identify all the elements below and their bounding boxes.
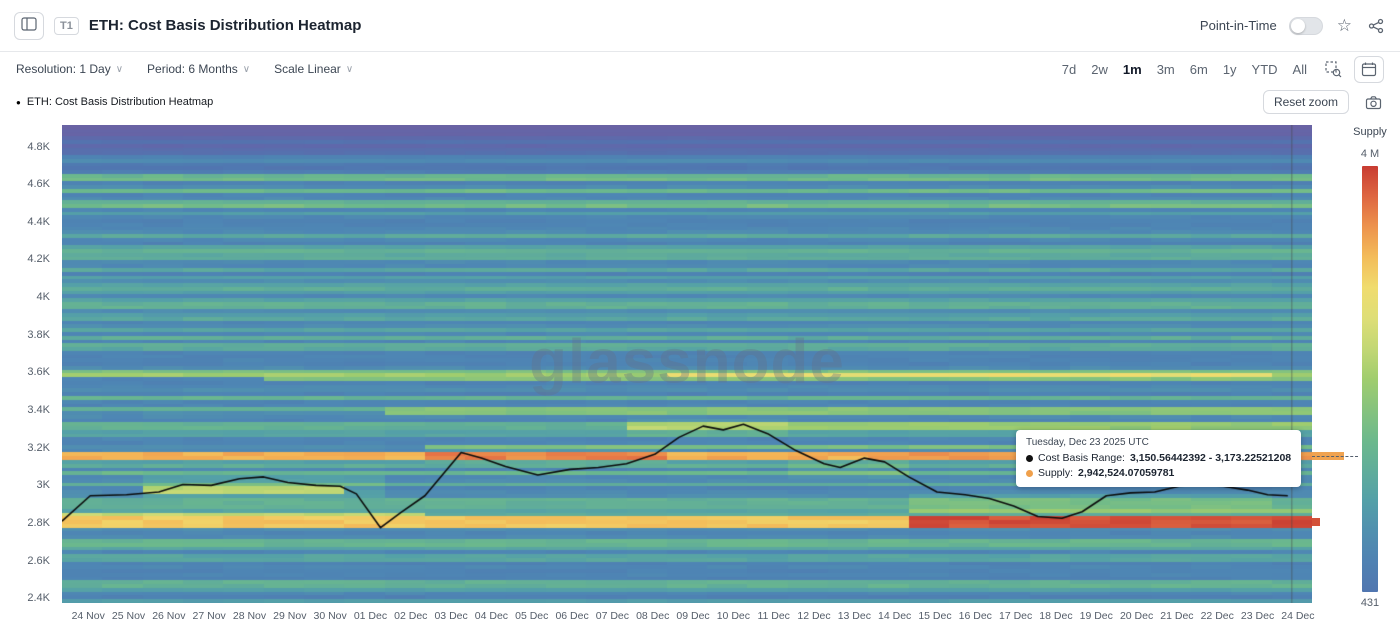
colorbar-title: Supply: [1353, 126, 1387, 138]
series-dot-icon: ●: [16, 97, 21, 107]
x-tick-label: 03 Dec: [434, 610, 468, 622]
y-tick-label: 4.6K: [27, 178, 50, 191]
y-tick-label: 4K: [36, 291, 50, 304]
range-buttons: 7d 2w 1m 3m 6m 1y YTD All: [1056, 59, 1313, 80]
colorbar: Supply 4 M 431: [1346, 126, 1394, 609]
series-legend[interactable]: ● ETH: Cost Basis Distribution Heatmap: [16, 96, 213, 108]
x-tick-label: 12 Dec: [797, 610, 831, 622]
y-tick-label: 3.8K: [27, 328, 50, 341]
series-label: ETH: Cost Basis Distribution Heatmap: [26, 96, 214, 108]
chevron-down-icon: ∨: [242, 63, 251, 75]
x-tick-label: 24 Nov: [71, 610, 105, 622]
legend-right: Reset zoom: [1262, 90, 1384, 114]
x-tick-label: 15 Dec: [918, 610, 952, 622]
reset-zoom-button[interactable]: Reset zoom: [1262, 90, 1349, 114]
y-tick-label: 4.8K: [27, 140, 50, 153]
favorite-star-icon[interactable]: ☆: [1336, 16, 1352, 35]
header-left: T1 ETH: Cost Basis Distribution Heatmap: [14, 11, 362, 40]
resolution-dropdown[interactable]: Resolution: 1 Day ∨: [16, 62, 123, 76]
x-tick-label: 04 Dec: [474, 610, 509, 622]
period-label: Period: 6 Months: [147, 62, 238, 76]
colorbar-gradient: [1362, 166, 1378, 592]
range-button-1m[interactable]: 1m: [1117, 59, 1148, 80]
heatmap-canvas[interactable]: [62, 125, 1312, 603]
y-tick-label: 3.2K: [27, 441, 50, 454]
legend-row: ● ETH: Cost Basis Distribution Heatmap R…: [0, 88, 1400, 116]
chart-controls: Resolution: 1 Day ∨ Period: 6 Months ∨ S…: [16, 62, 353, 76]
x-tick-label: 11 Dec: [757, 610, 790, 622]
x-tick-label: 21 Dec: [1160, 610, 1194, 622]
point-in-time-label: Point-in-Time: [1199, 18, 1277, 33]
x-tick-label: 25 Nov: [111, 610, 146, 622]
camera-icon[interactable]: [1363, 93, 1384, 112]
range-button-7d[interactable]: 7d: [1056, 59, 1082, 80]
x-tick-label: 06 Dec: [555, 610, 589, 622]
chevron-down-icon: ∨: [115, 63, 124, 75]
range-button-ytd[interactable]: YTD: [1246, 59, 1284, 80]
y-tick-label: 3.4K: [27, 404, 50, 417]
range-button-1y[interactable]: 1y: [1217, 59, 1243, 80]
x-tick-label: 14 Dec: [878, 610, 912, 622]
header: T1 ETH: Cost Basis Distribution Heatmap …: [0, 0, 1400, 52]
x-tick-label: 30 Nov: [313, 610, 347, 622]
point-in-time-toggle[interactable]: [1288, 16, 1323, 35]
range-button-2w[interactable]: 2w: [1085, 59, 1114, 80]
x-tick-label: 23 Dec: [1240, 610, 1275, 622]
x-tick-label: 26 Nov: [152, 610, 186, 622]
x-tick-label: 27 Nov: [192, 610, 226, 622]
highlight-dotted-line: [1312, 455, 1358, 457]
sidebar-panel-icon: [21, 17, 37, 34]
x-tick-label: 02 Dec: [394, 610, 428, 622]
share-icon[interactable]: [1366, 16, 1386, 36]
zoom-select-icon[interactable]: [1323, 59, 1344, 80]
range-button-3m[interactable]: 3m: [1151, 59, 1181, 80]
x-tick-label: 17 Dec: [998, 610, 1033, 622]
colorbar-min-label: 431: [1360, 597, 1380, 609]
x-tick-label: 08 Dec: [636, 610, 670, 622]
resolution-label: Resolution: 1 Day: [16, 62, 111, 76]
x-tick-label: 10 Dec: [716, 610, 750, 622]
y-tick-label: 3K: [36, 479, 50, 492]
period-dropdown[interactable]: Period: 6 Months ∨: [147, 62, 250, 76]
toggle-knob: [1290, 18, 1305, 33]
scale-label: Scale Linear: [274, 62, 341, 76]
x-tick-label: 22 Dec: [1200, 610, 1234, 622]
y-tick-label: 2.4K: [27, 592, 50, 605]
x-tick-label: 19 Dec: [1079, 610, 1113, 622]
x-tick-label: 18 Dec: [1039, 610, 1073, 622]
x-tick-label: 29 Nov: [273, 610, 307, 622]
range-button-all[interactable]: All: [1287, 59, 1313, 80]
x-tick-label: 16 Dec: [958, 610, 992, 622]
range-button-6m[interactable]: 6m: [1184, 59, 1214, 80]
toolbar-right: 7d 2w 1m 3m 6m 1y YTD All: [1056, 55, 1384, 83]
x-tick-label: 01 Dec: [353, 610, 388, 622]
y-tick-label: 4.4K: [27, 215, 50, 228]
chevron-down-icon: ∨: [345, 63, 354, 75]
sidebar-toggle-button[interactable]: [14, 11, 44, 40]
x-tick-label: 09 Dec: [676, 610, 710, 622]
y-tick-label: 4.2K: [27, 253, 50, 266]
page-title: ETH: Cost Basis Distribution Heatmap: [88, 17, 362, 34]
colorbar-max-label: 4 M: [1360, 148, 1380, 160]
highlight-supply-strip: [1312, 451, 1344, 460]
t1-badge: T1: [54, 16, 79, 35]
y-tick-label: 2.8K: [27, 516, 50, 529]
x-tick-label: 13 Dec: [837, 610, 871, 622]
toolbar: Resolution: 1 Day ∨ Period: 6 Months ∨ S…: [0, 52, 1400, 86]
y-tick-label: 2.6K: [27, 554, 50, 567]
y-tick-label: 3.6K: [27, 366, 50, 379]
x-tick-label: 28 Nov: [232, 610, 267, 622]
x-tick-label: 24 Dec: [1281, 610, 1315, 622]
x-tick-label: 05 Dec: [515, 610, 549, 622]
red-band-extension: [1312, 518, 1320, 527]
calendar-icon[interactable]: [1354, 55, 1384, 83]
x-tick-label: 07 Dec: [595, 610, 630, 622]
header-right: Point-in-Time ☆: [1200, 15, 1386, 36]
x-tick-label: 20 Dec: [1119, 610, 1154, 622]
scale-dropdown[interactable]: Scale Linear ∨: [274, 62, 353, 76]
